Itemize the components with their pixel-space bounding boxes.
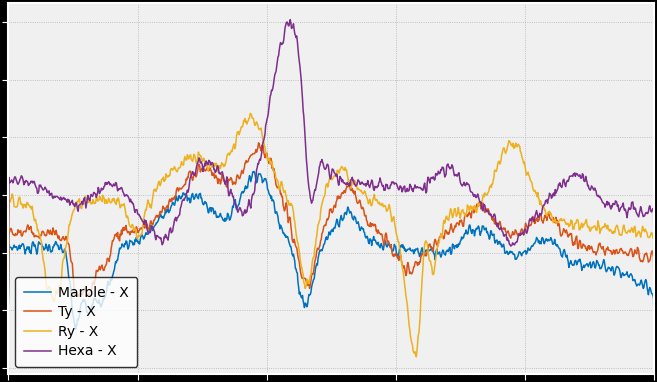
Ry - X	[70, 207, 78, 212]
Ty - X	[520, 230, 528, 235]
Ry - X	[650, 297, 657, 301]
Marble - X	[449, 242, 457, 246]
Ty - X	[266, 157, 274, 162]
Marble - X	[70, 321, 78, 325]
Hexa - X	[650, 278, 657, 283]
Hexa - X	[290, 21, 298, 26]
Marble - X	[5, 302, 12, 306]
Ty - X	[290, 240, 298, 245]
Marble - X	[520, 249, 528, 254]
Line: Hexa - X: Hexa - X	[9, 19, 654, 280]
Marble - X	[650, 339, 657, 343]
Ty - X	[509, 229, 516, 234]
Ry - X	[509, 141, 517, 146]
Marble - X	[266, 193, 274, 197]
Legend: Marble - X, Ty - X, Ry - X, Hexa - X: Marble - X, Ty - X, Ry - X, Hexa - X	[15, 277, 137, 367]
Hexa - X	[509, 241, 516, 245]
Hexa - X	[449, 163, 457, 168]
Line: Ry - X: Ry - X	[9, 113, 654, 357]
Ty - X	[70, 291, 78, 296]
Ry - X	[246, 111, 254, 116]
Marble - X	[509, 251, 516, 256]
Ty - X	[255, 141, 263, 145]
Ry - X	[290, 210, 298, 215]
Hexa - X	[70, 204, 78, 209]
Ry - X	[449, 213, 457, 218]
Line: Ty - X: Ty - X	[9, 143, 654, 314]
Hexa - X	[286, 17, 294, 22]
Ty - X	[650, 312, 657, 317]
Hexa - X	[5, 257, 12, 261]
Line: Marble - X: Marble - X	[9, 172, 654, 341]
Ry - X	[521, 163, 529, 168]
Marble - X	[250, 169, 258, 174]
Ry - X	[413, 354, 420, 359]
Marble - X	[290, 252, 298, 257]
Ry - X	[266, 162, 274, 167]
Hexa - X	[265, 101, 273, 105]
Ty - X	[449, 228, 457, 233]
Hexa - X	[520, 228, 528, 232]
Ty - X	[5, 295, 12, 299]
Ry - X	[5, 272, 12, 277]
